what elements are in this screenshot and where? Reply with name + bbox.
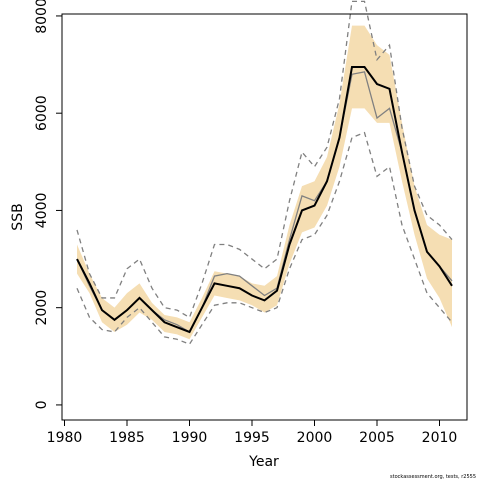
x-tick-label: 2000 [297, 430, 333, 446]
x-tick-label: 1985 [109, 430, 145, 446]
x-tick-label: 1990 [172, 430, 208, 446]
y-tick-label: 8000 [34, 0, 50, 34]
plot-frame [61, 13, 468, 421]
series-line [76, 0, 453, 319]
y-tick-label: 4000 [34, 193, 50, 229]
y-axis-label: SSB [10, 203, 26, 230]
x-axis-label: Year [248, 454, 279, 470]
y-tick-label: 0 [34, 400, 50, 409]
confidence-band [77, 25, 452, 340]
x-tick-label: 2005 [359, 430, 395, 446]
y-tick-label: 6000 [34, 95, 50, 131]
x-tick-label: 1995 [234, 430, 270, 446]
series-line [76, 65, 453, 334]
y-tick-label: 2000 [34, 290, 50, 326]
x-tick-label: 2010 [422, 430, 458, 446]
x-tick-label: 1980 [47, 430, 83, 446]
note: stockassessment.org, tests, r2555 [390, 474, 476, 480]
